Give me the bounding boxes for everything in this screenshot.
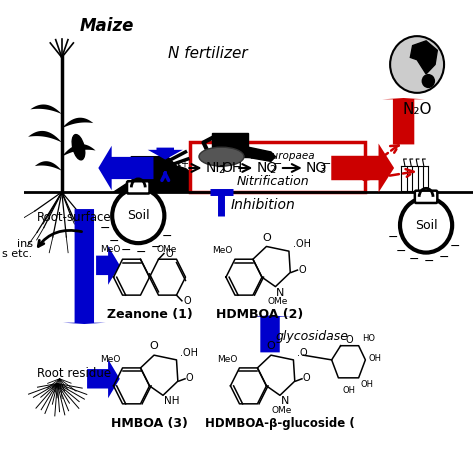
Text: −: − [100,222,110,235]
Text: −: − [108,235,118,248]
Text: O: O [166,248,173,258]
Text: N: N [281,396,289,406]
Polygon shape [123,156,176,171]
Polygon shape [28,131,62,143]
Text: O: O [262,233,271,243]
Text: Root-surface: Root-surface [37,211,112,224]
Text: Inhibition: Inhibition [230,198,295,212]
Circle shape [400,198,452,253]
Polygon shape [212,133,248,156]
Polygon shape [62,118,93,128]
Text: O: O [184,296,191,306]
Text: O: O [346,335,354,345]
Text: s etc.: s etc. [2,248,33,258]
Text: .OH: .OH [180,347,198,357]
Text: .O: .O [297,347,308,357]
Text: .OH: .OH [292,239,310,249]
FancyBboxPatch shape [190,143,365,192]
Text: glycosidase: glycosidase [275,330,348,343]
Text: 3: 3 [319,165,325,175]
Text: −: − [273,159,282,169]
Text: OH: OH [368,354,381,363]
Circle shape [421,74,435,88]
FancyBboxPatch shape [127,181,149,193]
Text: Soil: Soil [415,219,438,232]
Circle shape [390,36,444,93]
Text: 2: 2 [219,165,225,175]
Polygon shape [410,41,438,74]
Text: OMe: OMe [156,246,177,255]
Text: NO: NO [306,161,327,175]
Text: MeO: MeO [212,246,233,255]
Text: −: − [151,241,161,254]
Text: O: O [150,341,158,351]
Polygon shape [35,161,62,171]
Text: NH: NH [206,161,227,175]
Text: 2: 2 [270,165,276,175]
Text: −: − [162,230,172,243]
Text: OMe: OMe [272,406,292,415]
Text: N. europaea: N. europaea [251,151,314,161]
Text: NH: NH [161,161,182,175]
Text: O: O [303,374,310,383]
Circle shape [131,168,145,182]
Text: OH: OH [361,380,374,389]
Text: −: − [409,253,419,266]
Text: Zeanone (1): Zeanone (1) [107,308,192,321]
Text: −: − [396,245,407,258]
Text: O: O [298,264,306,274]
Text: MeO: MeO [100,246,120,255]
Text: Maize: Maize [80,17,134,35]
Text: Soil: Soil [127,209,150,222]
Ellipse shape [72,135,85,160]
Text: OH: OH [342,386,355,395]
Text: 4: 4 [175,165,181,175]
Text: OH: OH [221,161,243,175]
Text: O: O [186,374,193,383]
Text: −: − [136,246,146,259]
Text: OMe: OMe [267,297,288,306]
Circle shape [112,188,164,243]
Text: NH: NH [164,396,179,406]
Text: O: O [266,341,275,351]
Text: −: − [449,240,460,253]
Text: ins: ins [17,239,33,249]
Text: N fertilizer: N fertilizer [168,46,248,61]
Text: HO: HO [362,334,375,343]
Polygon shape [114,164,217,192]
Ellipse shape [199,147,244,166]
Text: HMBOA (3): HMBOA (3) [111,417,188,429]
Text: −: − [388,231,398,244]
Text: MeO: MeO [217,355,237,364]
Text: MeO: MeO [100,355,120,364]
Polygon shape [244,147,275,161]
Polygon shape [30,104,62,114]
Text: NO: NO [256,161,278,175]
FancyBboxPatch shape [415,191,438,203]
Text: −: − [438,251,449,264]
Text: +: + [180,159,188,169]
Text: HDMBOA-β-glucoside (: HDMBOA-β-glucoside ( [205,417,355,429]
Text: −: − [121,244,131,257]
Text: HDMBOA (2): HDMBOA (2) [216,308,303,321]
Text: N: N [276,288,285,298]
Text: −: − [424,255,434,268]
Text: N₂O: N₂O [402,102,432,117]
Text: Root residue: Root residue [37,367,111,380]
Polygon shape [62,144,96,156]
Text: −: − [322,159,332,169]
Text: Nitrification: Nitrification [237,175,310,188]
